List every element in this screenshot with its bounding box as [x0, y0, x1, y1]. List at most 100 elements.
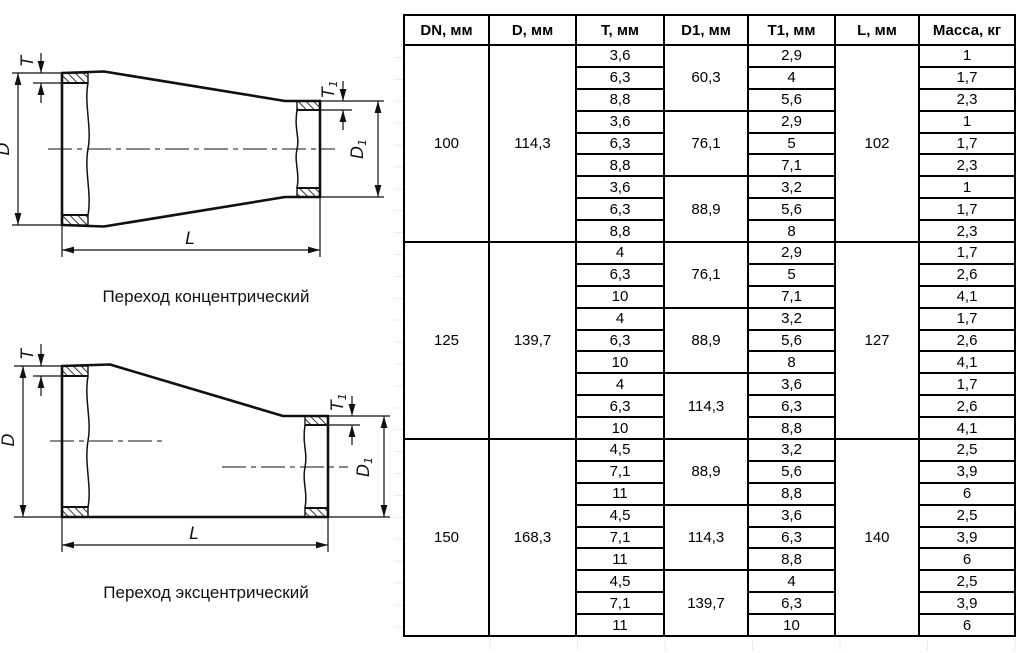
cell-mass: 1,7 — [918, 306, 1016, 331]
cell-l: 140 — [834, 438, 920, 638]
table-row: 6,3 5,6 2,6 — [404, 328, 1016, 353]
cell-mass: 1,7 — [918, 372, 1016, 397]
cell-t: 10 — [575, 350, 665, 375]
cell-mass: 1 — [918, 44, 1016, 68]
cell-t: 10 — [575, 284, 665, 309]
cell-d1: 114,3 — [663, 503, 749, 572]
cell-d1: 88,9 — [663, 438, 749, 506]
cell-t1: 3,2 — [747, 306, 836, 331]
table-row: 150 168,3 4,5 88,9 3,2 140 2,5 — [403, 438, 1016, 638]
cell-t: 7,1 — [575, 525, 665, 550]
cell-t1: 6,3 — [747, 525, 836, 550]
cell-t: 7,1 — [575, 459, 665, 484]
cell-mass: 3,9 — [918, 459, 1016, 484]
wall-sections-hatch — [61, 365, 329, 518]
table-row: 6,3 6,3 2,6 — [404, 394, 1016, 419]
cell-mass: 2,3 — [918, 87, 1016, 112]
cell-t1: 8 — [747, 219, 836, 244]
cell-mass: 2,3 — [918, 153, 1016, 178]
cell-t: 8,8 — [575, 153, 665, 178]
cell-t: 4,5 — [575, 503, 665, 528]
cell-t: 8,8 — [575, 219, 665, 244]
cell-t: 10 — [575, 416, 665, 441]
cell-t: 6,3 — [575, 394, 665, 419]
dim-label-d1: D1 — [348, 139, 369, 159]
dim-label-d1: D1 — [354, 457, 375, 477]
cell-t1: 2,9 — [747, 109, 836, 134]
cell-d: 168,3 — [488, 438, 577, 638]
dim-label-l: L — [189, 524, 198, 544]
col-header-dn: DN, мм — [403, 14, 490, 46]
cell-t1: 5 — [747, 131, 836, 156]
cell-t1: 4 — [747, 569, 836, 594]
cell-t: 8,8 — [575, 87, 665, 112]
cell-t: 11 — [575, 613, 665, 638]
cell-d1: 76,1 — [663, 241, 749, 309]
cell-mass: 2,5 — [918, 438, 1016, 462]
cell-dn: 150 — [403, 438, 490, 638]
dim-label-t: T — [18, 347, 38, 359]
cell-mass: 1 — [918, 175, 1016, 200]
cell-t1: 8,8 — [747, 481, 836, 506]
eccentric-caption: Переход эксцентрический — [103, 583, 309, 602]
dimension-lines — [12, 53, 384, 257]
cell-t: 6,3 — [575, 131, 665, 156]
cell-t1: 4 — [747, 65, 836, 90]
dim-label-d: D — [0, 433, 19, 446]
table-row: 8,8 7,1 2,3 — [404, 153, 1016, 178]
table-row: 11 10 6 — [404, 613, 1016, 638]
table-row: 11 8,8 6 — [404, 547, 1016, 572]
table-row: 6,3 4 1,7 — [404, 65, 1016, 90]
cell-t: 4,5 — [575, 569, 665, 594]
col-header-t1: T1, мм — [747, 14, 836, 46]
table-row: 7,1 5,6 3,9 — [404, 459, 1016, 484]
cell-t1: 10 — [747, 613, 836, 638]
cell-t: 6,3 — [575, 328, 665, 353]
table-row: 4 88,9 3,2 1,7 — [404, 306, 1016, 375]
cell-t: 6,3 — [575, 197, 665, 222]
cell-t1: 5,6 — [747, 197, 836, 222]
cell-t: 3,6 — [575, 109, 665, 134]
cell-mass: 4,1 — [918, 350, 1016, 375]
dim-label-l: L — [185, 229, 194, 249]
table-row: 8,8 5,6 2,3 — [404, 87, 1016, 112]
header-row: DN, мм D, мм T, мм D1, мм T1, мм L, мм Масса, … — [403, 14, 1016, 46]
table-row: 4 114,3 3,6 1,7 — [404, 372, 1016, 441]
eccentric-reducer-drawing: T D T1 D1 L — [0, 344, 390, 552]
cell-mass: 4,1 — [918, 416, 1016, 441]
cell-mass: 2,3 — [918, 219, 1016, 244]
table-row: 6,3 5,6 1,7 — [404, 197, 1016, 222]
table-header: DN, мм D, мм T, мм D1, мм T1, мм L, мм Масса, … — [403, 14, 1016, 46]
cell-mass: 6 — [918, 481, 1016, 506]
dim-label-t1: T1 — [319, 80, 340, 97]
col-header-t: T, мм — [575, 14, 665, 46]
table-row: 3,6 88,9 3,2 1 — [404, 175, 1016, 244]
cell-d1: 114,3 — [663, 372, 749, 441]
cell-mass: 6 — [918, 547, 1016, 572]
cell-mass: 2,6 — [918, 262, 1016, 287]
cell-t: 7,1 — [575, 591, 665, 616]
table-row: 6,3 5 1,7 — [404, 131, 1016, 156]
table-row: 10 8 4,1 — [404, 350, 1016, 375]
cell-mass: 1 — [918, 109, 1016, 134]
col-header-mass: Масса, кг — [918, 14, 1016, 46]
cell-t: 6,3 — [575, 262, 665, 287]
table-row: 7,1 6,3 3,9 — [404, 525, 1016, 550]
concentric-caption: Переход концентрический — [102, 287, 310, 306]
cell-t: 4 — [575, 372, 665, 397]
concentric-reducer-drawing: T D T1 D1 L — [0, 53, 384, 257]
table-body: 100 114,3 3,6 60,3 2,9 102 1 6,3 4 1,7 8,8 5,6 2,3 3,… — [403, 43, 1016, 638]
cell-t: 4,5 — [575, 438, 665, 462]
cell-d: 139,7 — [488, 241, 577, 441]
spreadsheet-gridline-stubs-bottom — [403, 639, 1016, 650]
cell-t1: 8,8 — [747, 547, 836, 572]
table-row: 11 8,8 6 — [404, 481, 1016, 506]
cell-dn: 125 — [403, 241, 490, 441]
cell-t: 4 — [575, 241, 665, 265]
table-row: 8,8 8 2,3 — [404, 219, 1016, 244]
dim-label-d: D — [0, 142, 14, 155]
cell-t1: 2,9 — [747, 44, 836, 68]
table-row: 6,3 5 2,6 — [404, 262, 1016, 287]
cell-t1: 3,6 — [747, 503, 836, 528]
